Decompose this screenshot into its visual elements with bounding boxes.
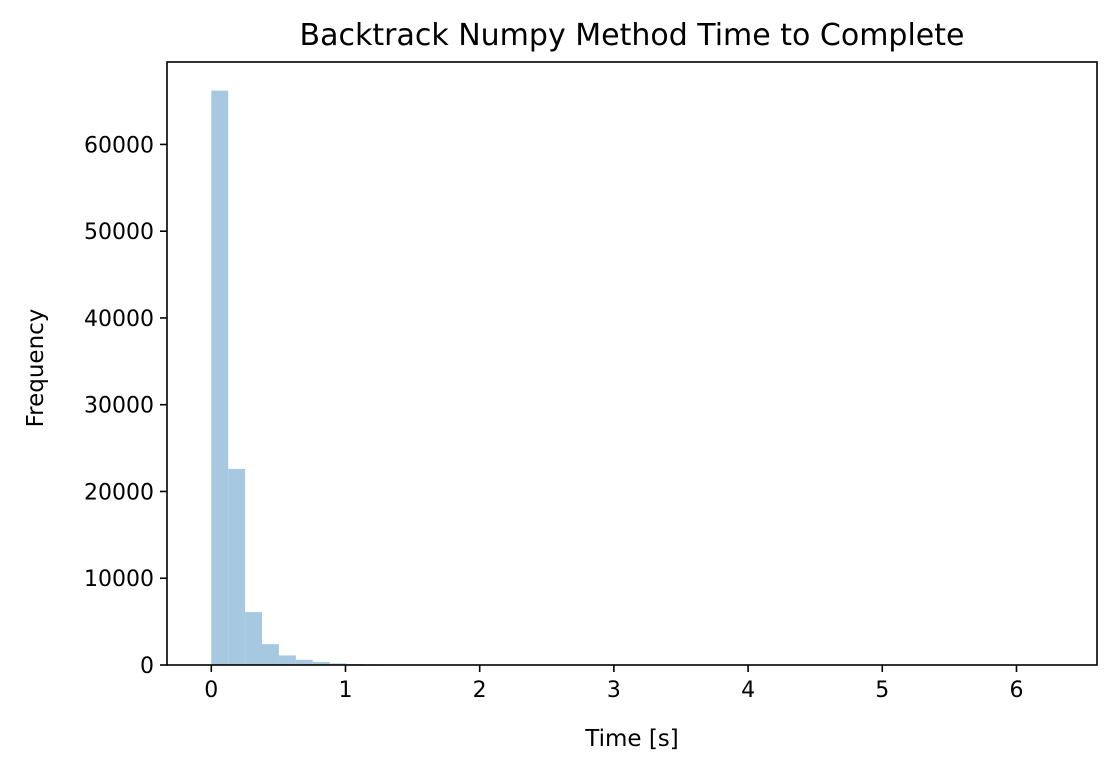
histogram-bar — [295, 659, 313, 665]
x-tick-label: 0 — [204, 678, 218, 703]
x-tick-label: 2 — [473, 678, 487, 703]
y-tick-label: 0 — [140, 654, 154, 679]
y-tick-label: 30000 — [84, 394, 154, 419]
y-tick-label: 20000 — [84, 480, 154, 505]
x-tick-label: 3 — [607, 678, 621, 703]
y-tick-label: 40000 — [84, 307, 154, 332]
x-tick-label: 5 — [875, 678, 889, 703]
y-tick-label: 10000 — [84, 567, 154, 592]
histogram-bar — [262, 644, 279, 665]
x-tick-label: 4 — [741, 678, 755, 703]
y-tick-label: 60000 — [84, 133, 154, 158]
x-axis-label: Time [s] — [584, 726, 679, 752]
histogram-bar — [245, 612, 263, 665]
histogram-bar — [228, 468, 246, 665]
histogram-bar — [278, 655, 296, 665]
y-axis-label: Frequency — [23, 309, 49, 428]
histogram-bar — [312, 661, 330, 665]
x-tick-label: 6 — [1009, 678, 1023, 703]
x-tick-label: 1 — [338, 678, 352, 703]
x-axis-ticks: 0 1 2 3 4 5 6 — [204, 665, 1023, 703]
chart-title: Backtrack Numpy Method Time to Complete — [300, 18, 965, 53]
y-axis-ticks: 0 10000 20000 30000 40000 50000 60000 — [84, 133, 167, 679]
plot-frame — [166, 61, 1098, 666]
bars-group — [211, 90, 1057, 665]
histogram-bar — [211, 90, 229, 665]
y-tick-label: 50000 — [84, 220, 154, 245]
